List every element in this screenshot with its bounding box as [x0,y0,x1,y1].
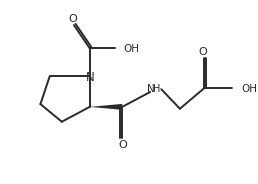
Text: OH: OH [241,84,257,94]
Text: O: O [199,47,207,57]
Text: N: N [147,84,155,94]
Text: OH: OH [123,44,139,54]
Text: O: O [69,15,77,24]
Text: N: N [86,71,95,84]
Polygon shape [90,104,122,110]
Text: H: H [153,84,160,94]
Text: O: O [118,140,127,150]
